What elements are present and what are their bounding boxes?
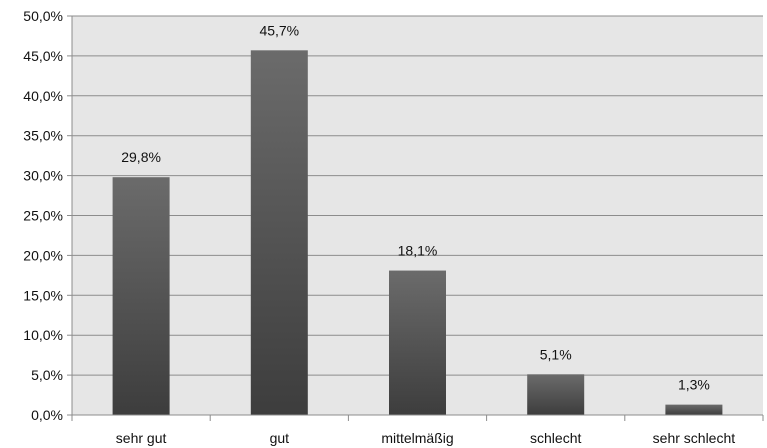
- y-tick-label: 20,0%: [23, 247, 63, 263]
- bar-3: [389, 270, 446, 415]
- y-tick-label: 10,0%: [23, 327, 63, 343]
- x-axis: sehr gut gut mittelmäßig schlecht sehr schle…: [71, 414, 764, 446]
- x-tick-label: schlecht: [530, 430, 581, 446]
- y-tick-label: 5,0%: [31, 367, 63, 383]
- y-tick-label: 0,0%: [31, 407, 63, 423]
- x-tick-label: sehr gut: [116, 430, 167, 446]
- y-tick-label: 15,0%: [23, 287, 63, 303]
- data-label: 45,7%: [259, 22, 299, 38]
- y-tick-label: 50,0%: [23, 8, 63, 24]
- bar-5: [665, 404, 723, 415]
- bar-1: [112, 177, 170, 415]
- y-tick-label: 45,0%: [23, 48, 63, 64]
- y-axis: 0,0% 5,0% 10,0% 15,0% 20,0% 25,0% 30,0% 35,0% 40…: [23, 8, 73, 423]
- x-tick-label: gut: [270, 430, 290, 446]
- data-label: 29,8%: [121, 149, 161, 165]
- data-label: 1,3%: [678, 377, 710, 393]
- y-tick-label: 40,0%: [23, 88, 63, 104]
- y-tick-label: 30,0%: [23, 168, 63, 184]
- y-tick-label: 25,0%: [23, 208, 63, 224]
- data-label: 18,1%: [398, 243, 438, 259]
- bar-2: [250, 50, 308, 416]
- x-tick-label: sehr schlecht: [653, 430, 736, 446]
- data-label: 5,1%: [540, 346, 572, 362]
- x-tick-label: mittelmäßig: [381, 430, 453, 446]
- y-tick-label: 35,0%: [23, 128, 63, 144]
- bars: 29,8% 45,7% 18,1% 5,1% 1,3%: [112, 22, 723, 416]
- bar-4: [527, 374, 585, 415]
